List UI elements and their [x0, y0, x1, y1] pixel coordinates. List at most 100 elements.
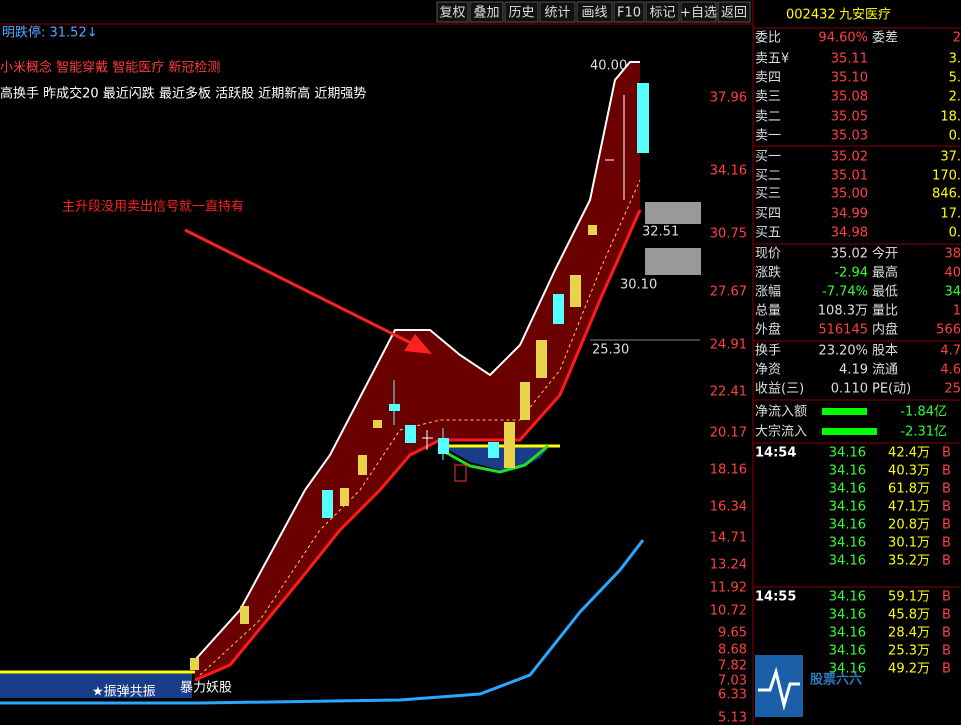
candles — [190, 83, 649, 670]
cell: 94.60% — [818, 31, 868, 46]
toolbar-button[interactable] — [504, 1, 539, 23]
toolbar-button[interactable] — [717, 1, 751, 23]
toolbar-label[interactable]: 统计 — [544, 6, 570, 21]
cell: 外盘 — [755, 322, 781, 338]
axis-label: 9.65 — [718, 626, 747, 641]
cell: 股本 — [872, 344, 898, 359]
cell: 34.16 — [829, 536, 866, 551]
axis-label: 8.68 — [718, 643, 747, 658]
annotation-arrow — [184, 228, 432, 354]
cell: B — [942, 662, 951, 677]
cell: 35.11 — [831, 52, 868, 67]
price-mark: 40.00 — [590, 59, 627, 74]
cell: 买五 — [755, 226, 781, 241]
cell: B — [942, 518, 951, 533]
toolbar-label[interactable]: 标记 — [649, 6, 675, 21]
cell: 34.99 — [831, 207, 868, 222]
mid-line — [199, 179, 641, 676]
cell: 34.16 — [829, 644, 866, 659]
cell: 35.2万 — [888, 554, 930, 569]
axis-label: 30.75 — [710, 227, 747, 242]
toolbar-button[interactable] — [680, 1, 717, 23]
toolbar-label[interactable]: F10 — [617, 6, 641, 21]
price-mark: 30.10 — [620, 278, 657, 293]
cell: B — [942, 608, 951, 623]
axis-label: 7.03 — [718, 674, 747, 689]
toolbar-button[interactable] — [645, 1, 680, 23]
cell: B — [942, 500, 951, 515]
cell: 1 — [953, 304, 961, 319]
axis-label: 24.91 — [710, 338, 747, 353]
cell: 34.16 — [829, 626, 866, 641]
cell: 4.19 — [839, 363, 868, 378]
cell: 34.16 — [829, 554, 866, 569]
cell: 28.4万 — [888, 626, 930, 641]
flow-label: 净流入额 — [755, 405, 807, 420]
cell: 2 — [953, 31, 961, 46]
cell: -7.74% — [822, 285, 868, 300]
cell: 35.01 — [831, 169, 868, 184]
cell: 566 — [936, 323, 961, 338]
cell: 最低 — [872, 285, 898, 300]
cell: 卖五¥ — [755, 52, 789, 67]
cell: 卖三 — [755, 90, 781, 105]
toolbar-label[interactable]: +自选 — [680, 6, 717, 21]
cell: 0.110 — [831, 382, 868, 397]
flow-bar — [822, 428, 877, 435]
cell: 最高 — [872, 265, 898, 281]
cell: 0. — [949, 226, 961, 241]
cell: 34.16 — [829, 482, 866, 497]
axis-label: 11.92 — [710, 581, 747, 596]
price-band — [0, 61, 701, 705]
toolbar-label[interactable]: 返回 — [721, 6, 747, 21]
toolbar-button[interactable] — [469, 1, 504, 23]
cell: 25 — [944, 382, 961, 397]
cell: 量比 — [872, 304, 898, 319]
toolbar-button[interactable] — [436, 1, 469, 23]
axis-label: 22.41 — [710, 385, 747, 400]
cell: 涨跌 — [755, 265, 781, 281]
cell: 170. — [932, 169, 961, 184]
cell: 47.1万 — [888, 500, 930, 515]
axis-label: 14.71 — [710, 531, 747, 546]
toolbar-button[interactable] — [539, 1, 576, 23]
cell: 35.10 — [831, 71, 868, 86]
cell: 3. — [949, 52, 961, 67]
cell: 20.8万 — [888, 518, 930, 533]
toolbar-label[interactable]: 画线 — [581, 6, 607, 21]
cell: 17. — [940, 207, 961, 222]
price-mark: 25.30 — [592, 343, 629, 358]
cell: B — [942, 536, 951, 551]
cell: 30.1万 — [888, 536, 930, 551]
lower-line — [194, 209, 642, 682]
cell: 516145 — [818, 323, 868, 338]
toolbar-label[interactable]: 历史 — [508, 6, 534, 21]
cell: 40 — [944, 266, 961, 281]
cell: 108.3万 — [818, 304, 868, 319]
toolbar: 复权 叠加 历史 统计 画线 F10 标记 +自选 返回 — [436, 1, 751, 23]
cell: 34.16 — [829, 446, 866, 461]
tick-time: 14:55 — [755, 590, 796, 605]
upper-line — [194, 61, 640, 661]
cell: 买一 — [755, 150, 781, 165]
cell: 45.8万 — [888, 608, 930, 623]
cell: 涨幅 — [755, 285, 781, 300]
cell: 34.16 — [829, 500, 866, 515]
axis-label: 5.13 — [718, 711, 747, 725]
cell: 买四 — [755, 207, 781, 222]
cell: 2. — [949, 90, 961, 105]
axis-label: 10.72 — [710, 604, 747, 619]
axis-label: 18.16 — [710, 463, 747, 478]
toolbar-label[interactable]: 复权 — [439, 5, 465, 21]
toolbar-button[interactable] — [576, 1, 613, 23]
cell: 买三 — [755, 187, 781, 202]
blue-line — [0, 539, 645, 705]
cell: 34 — [944, 285, 961, 300]
toolbar-button[interactable] — [613, 1, 645, 23]
tags: 高换手 昨成交20 最近闪跌 最近多板 活跃股 近期新高 近期强势 — [0, 86, 366, 102]
toolbar-label[interactable]: 叠加 — [473, 6, 499, 21]
cell: 23.20% — [818, 344, 868, 359]
